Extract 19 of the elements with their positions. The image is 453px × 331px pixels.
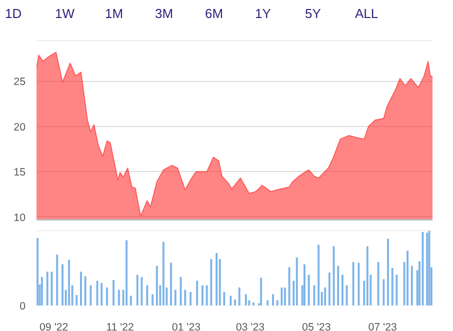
text: 1W xyxy=(55,5,76,23)
y-tick-label: 10 xyxy=(14,212,26,224)
y-tick-label: 20 xyxy=(14,121,26,134)
text: 1D xyxy=(5,5,23,23)
y-tick-label: 15 xyxy=(14,166,26,179)
x-tick-label: 07 '23 xyxy=(368,322,398,331)
text: 1M xyxy=(105,5,124,23)
x-tick-label: 01 '23 xyxy=(172,322,201,331)
text: 5Y xyxy=(305,5,322,23)
text: ALL xyxy=(355,5,380,23)
x-tick-label: 03 '23 xyxy=(236,322,265,331)
text: 1Y xyxy=(255,5,272,23)
text: 0 xyxy=(20,300,26,312)
x-tick-label: 05 '23 xyxy=(302,322,331,331)
x-tick-label: 11 '22 xyxy=(106,322,134,331)
text: 3M xyxy=(155,5,174,23)
text: 6M xyxy=(205,5,224,23)
y-tick-label: 25 xyxy=(14,76,26,88)
x-tick-label: 09 '22 xyxy=(40,322,68,331)
